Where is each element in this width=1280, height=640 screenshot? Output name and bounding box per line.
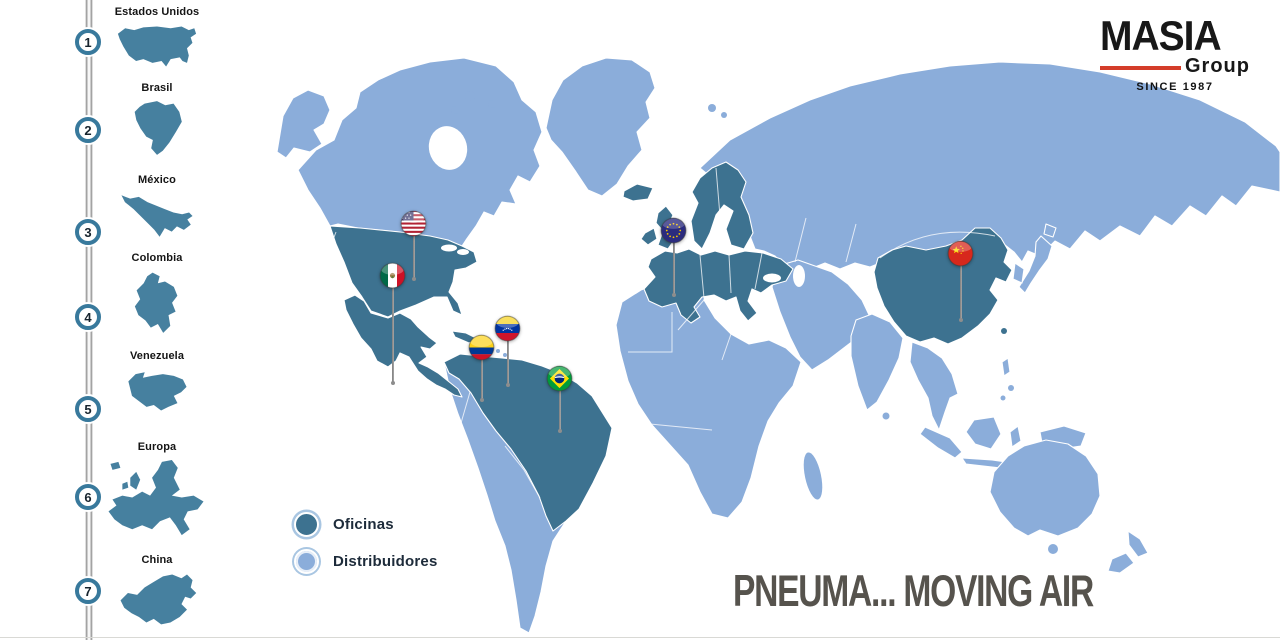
logo-since-text: SINCE 1987	[1136, 81, 1214, 93]
mexico-flag-icon	[379, 262, 406, 289]
step-number: 7	[84, 583, 92, 599]
pin-stick	[480, 359, 484, 402]
pin-stick	[959, 265, 963, 322]
sidebar-item-label: México	[138, 174, 176, 186]
legend-distributors-row: Distribuidores	[294, 549, 437, 574]
step-badge-3: 3	[75, 219, 101, 245]
europe-flag-pin	[660, 217, 687, 297]
colombia-flag-icon	[468, 334, 495, 361]
pin-stick	[558, 390, 562, 433]
brazil-flag-pin	[546, 365, 573, 433]
step-number: 6	[84, 489, 92, 505]
mexico-flag-pin	[379, 262, 406, 385]
pin-stick	[391, 287, 395, 385]
step-badge-1: 1	[75, 29, 101, 55]
sidebar-item-estados-unidos: Estados Unidos	[100, 6, 214, 76]
china-flag-icon	[947, 240, 974, 267]
distributors-dot-icon	[294, 549, 319, 574]
brazil-flag-icon	[546, 365, 573, 392]
colombia-silhouette-icon	[134, 272, 178, 333]
china-silhouette-icon	[120, 574, 197, 625]
distributors-label: Distribuidores	[333, 553, 438, 570]
masia-group-logo: MASIA Group SINCE 1987	[1100, 16, 1250, 93]
inland-seas	[428, 126, 805, 287]
bottom-divider	[0, 637, 1280, 638]
usa-flag-pin	[400, 210, 427, 281]
step-badge-5: 5	[75, 396, 101, 422]
step-badge-2: 2	[75, 117, 101, 143]
distributor-regions	[276, 57, 1280, 634]
sidebar-item-label: Venezuela	[129, 350, 185, 362]
sidebar-item-colombia: Colombia	[100, 252, 214, 348]
step-number: 4	[84, 309, 92, 325]
step-number: 5	[84, 401, 92, 417]
sidebar-item-mexico: México	[100, 174, 214, 248]
sidebar-item-label: Europa	[137, 441, 177, 453]
sidebar-item-europa: Europa	[100, 441, 214, 555]
sidebar-item-label: Estados Unidos	[114, 6, 200, 18]
sidebar-item-label: Colombia	[131, 252, 183, 264]
brazil-silhouette-icon	[134, 101, 182, 155]
mexico-silhouette-icon	[121, 195, 193, 237]
china-flag-pin	[947, 240, 974, 322]
tagline: PNEUMA... MOVING AIR	[733, 567, 1094, 617]
sidebar-item-brasil: Brasil	[100, 82, 214, 164]
step-number: 2	[84, 122, 92, 138]
pin-stick	[506, 340, 510, 387]
logo-group-text: Group	[1185, 55, 1250, 77]
pin-stick	[672, 242, 676, 297]
sidebar-item-china: China	[100, 554, 214, 634]
sidebar-item-venezuela: Venezuela	[100, 350, 214, 420]
venezuela-flag-icon	[494, 315, 521, 342]
country-borders	[309, 167, 996, 499]
europe-flag-icon	[660, 217, 687, 244]
venezuela-flag-pin	[494, 315, 521, 387]
offices-dot-icon	[294, 512, 319, 537]
sidebar-item-label: Brasil	[141, 82, 173, 94]
usa-silhouette-icon	[117, 26, 197, 67]
colombia-flag-pin	[468, 334, 495, 402]
step-number: 3	[84, 224, 92, 240]
step-number: 1	[84, 34, 92, 50]
sidebar-item-label: China	[141, 554, 173, 566]
step-badge-6: 6	[75, 484, 101, 510]
legend-offices-row: Oficinas	[294, 512, 437, 537]
step-badge-4: 4	[75, 304, 101, 330]
usa-flag-icon	[400, 210, 427, 237]
logo-brand-text: MASIA	[1100, 13, 1222, 60]
office-regions	[329, 161, 1013, 532]
logo-red-line	[1100, 65, 1181, 70]
venezuela-silhouette-icon	[128, 372, 187, 411]
map-legend: Oficinas Distribuidores	[294, 512, 437, 586]
offices-label: Oficinas	[333, 516, 394, 533]
europe-silhouette-icon	[108, 459, 204, 536]
step-badge-7: 7	[75, 578, 101, 604]
pin-stick	[412, 235, 416, 281]
